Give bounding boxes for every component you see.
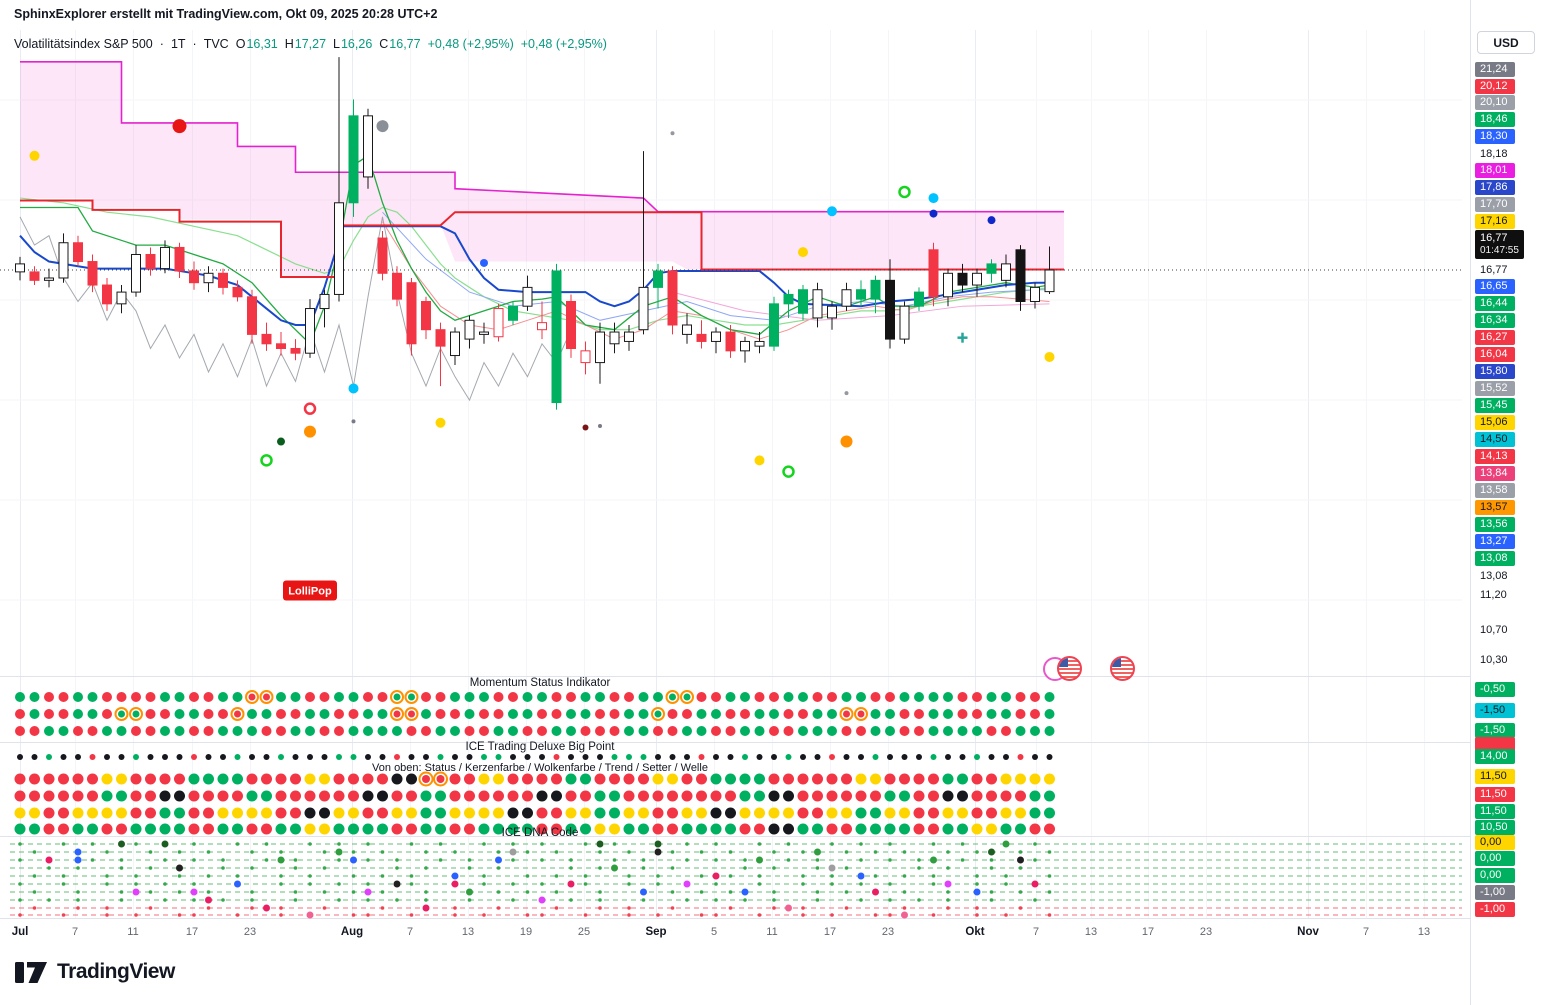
time-axis[interactable]: Jul 7 11 17 23 Aug 7 13 19 25 Sep 5 11 17 23 Okt 7 13 17 23… <box>0 920 1470 946</box>
symbol-exchange[interactable]: TVC <box>203 37 229 51</box>
price-scale-label: 15,80 <box>1475 364 1515 379</box>
time-label: 7 <box>71 926 79 938</box>
symbol-info-row: Volatilitätsindex S&P 500 · 1T · TVC O16… <box>14 37 607 51</box>
indicator-scale-label: -1,00 <box>1475 885 1515 900</box>
indicator-scale-label: 10,50 <box>1475 820 1515 835</box>
price-scale-label: 11,20 <box>1480 589 1507 601</box>
price-scale-label: 14,50 <box>1475 432 1515 447</box>
price-scale-label: 16,27 <box>1475 330 1515 345</box>
indicator-scale-label: 0,00 <box>1475 851 1515 866</box>
time-label: 5 <box>710 926 718 938</box>
price-scale-label: 16,44 <box>1475 296 1515 311</box>
price-scale-label: 16,34 <box>1475 313 1515 328</box>
momentum-panel-title: Momentum Status Indikator <box>469 677 611 689</box>
price-scale-label: 14,13 <box>1475 449 1515 464</box>
price-scale-label: 10,70 <box>1480 624 1508 636</box>
price-scale-label: 15,52 <box>1475 381 1515 396</box>
time-label: 13 <box>1084 926 1098 938</box>
time-label: Jul <box>11 926 29 938</box>
price-scale-label: 13,27 <box>1475 534 1515 549</box>
price-scale-label: 16,65 <box>1475 279 1515 294</box>
currency-button[interactable]: USD <box>1477 31 1535 54</box>
ohlc-low: L16,26 <box>333 37 373 51</box>
price-scale-label: 20,10 <box>1475 95 1515 110</box>
indicator-scale-label: 0,00 <box>1475 835 1515 850</box>
price-scale-label: 17,70 <box>1475 197 1515 212</box>
time-label: 7 <box>1032 926 1040 938</box>
indicator-scale-label: -1,50 <box>1475 723 1515 738</box>
time-label: 17 <box>1141 926 1155 938</box>
price-scale-label: 17,16 <box>1475 214 1515 229</box>
time-label: 17 <box>185 926 199 938</box>
price-scale-label: 10,30 <box>1480 654 1508 666</box>
price-scale-label: 13,84 <box>1475 466 1515 481</box>
indicator-scale-label: -1,50 <box>1475 703 1515 718</box>
change-value-2: +0,48 (+2,95%) <box>520 37 607 51</box>
time-label: Sep <box>645 926 667 938</box>
time-label: 23 <box>1199 926 1213 938</box>
ice-panel-title: ICE Trading Deluxe Big Point <box>465 741 615 753</box>
symbol-interval[interactable]: 1T <box>170 37 186 51</box>
time-label: Aug <box>340 926 364 938</box>
current-price-label: 16,77 01:47:55 <box>1475 230 1524 260</box>
price-scale-label: 13,57 <box>1475 500 1515 515</box>
price-scale-label: 13,08 <box>1480 570 1508 582</box>
flag-canton <box>1059 658 1068 667</box>
time-label: 7 <box>1362 926 1370 938</box>
time-label: Nov <box>1297 926 1319 938</box>
price-scale-label: 13,08 <box>1475 551 1515 566</box>
indicator-scale-label: 11,50 <box>1475 804 1515 819</box>
page-title: SphinxExplorer erstellt mit TradingView.… <box>14 7 438 21</box>
time-label: 11 <box>766 926 778 938</box>
price-scale-label: 16,77 <box>1480 264 1508 276</box>
main-chart-canvas[interactable]: LolliPop <box>0 0 1470 950</box>
price-scale-label: 15,45 <box>1475 398 1515 413</box>
time-label: 23 <box>243 926 257 938</box>
time-label: 19 <box>519 926 533 938</box>
change-value: +0,48 (+2,95%) <box>427 37 514 51</box>
time-label: 11 <box>127 926 139 938</box>
separator: · <box>159 37 164 51</box>
price-scale-label: 16,04 <box>1475 347 1515 362</box>
price-scale-label: 20,12 <box>1475 79 1515 94</box>
ice-panel-subtitle: Von oben: Status / Kerzenfarbe / Wolkenf… <box>372 762 708 774</box>
time-label: 13 <box>461 926 475 938</box>
price-scale-label: 18,30 <box>1475 129 1515 144</box>
symbol-name[interactable]: Volatilitätsindex S&P 500 <box>14 37 153 51</box>
price-scale-label: 15,06 <box>1475 415 1515 430</box>
us-flag-icon[interactable] <box>1110 656 1135 681</box>
time-label: 13 <box>1417 926 1431 938</box>
ohlc-high: H17,27 <box>284 37 327 51</box>
footer-brand: TradingView <box>14 958 175 986</box>
brand-name[interactable]: TradingView <box>57 960 175 983</box>
price-scale-label: 18,46 <box>1475 112 1515 127</box>
time-label: 7 <box>406 926 414 938</box>
price-scale-label: 21,24 <box>1475 62 1515 77</box>
dna-panel-title: ICE DNA Code <box>501 827 579 839</box>
ohlc-close: C16,77 <box>379 37 421 51</box>
indicator-scale-label: 11,50 <box>1475 787 1515 802</box>
indicator-scale-label <box>1475 737 1515 752</box>
indicator-scale-label: 0,00 <box>1475 868 1515 883</box>
price-scale[interactable]: 21,24 20,12 20,10 18,46 18,30 18,18 18,01 17,86… <box>1470 0 1548 1005</box>
price-scale-label: 18,18 <box>1480 148 1508 160</box>
separator: · <box>192 37 197 51</box>
time-label: Okt <box>965 926 985 938</box>
flag-canton <box>1112 658 1121 667</box>
us-flag-icon[interactable] <box>1057 656 1082 681</box>
price-scale-label: 18,01 <box>1475 163 1515 178</box>
time-label: 17 <box>823 926 837 938</box>
indicator-scale-label: 11,50 <box>1475 769 1515 784</box>
tradingview-logo-icon[interactable] <box>14 958 48 986</box>
price-scale-label: 13,58 <box>1475 483 1515 498</box>
indicator-scale-label: -1,00 <box>1475 902 1515 917</box>
ohlc-open: O16,31 <box>235 37 278 51</box>
indicator-scale-label: 14,00 <box>1475 749 1515 764</box>
svg-text:LolliPop: LolliPop <box>288 586 332 598</box>
price-scale-label: 13,56 <box>1475 517 1515 532</box>
time-label: 25 <box>577 926 591 938</box>
indicator-scale-label: -0,50 <box>1475 682 1515 697</box>
time-label: 23 <box>881 926 895 938</box>
price-scale-label: 17,86 <box>1475 180 1515 195</box>
